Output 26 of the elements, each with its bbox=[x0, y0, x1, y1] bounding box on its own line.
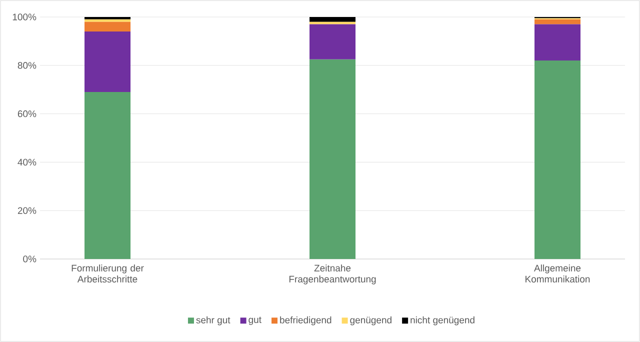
legend-label: genügend bbox=[350, 316, 392, 326]
legend-label: nicht genügend bbox=[410, 316, 474, 326]
y-tick-label: 60% bbox=[18, 110, 36, 118]
bar bbox=[310, 59, 356, 259]
bar bbox=[84, 19, 131, 22]
legend-label: sehr gut bbox=[196, 316, 230, 326]
legend-label: gut bbox=[248, 316, 262, 325]
legend-label: befriedigend bbox=[280, 316, 332, 326]
x-tick-label: Zeitnahe Fragenbeantwortung bbox=[289, 264, 376, 284]
bar bbox=[310, 22, 356, 24]
bar bbox=[310, 16, 356, 22]
y-tick-label: 80% bbox=[18, 62, 36, 69]
y-tick-label: 20% bbox=[18, 207, 36, 214]
bar bbox=[84, 32, 131, 92]
bar bbox=[84, 16, 131, 20]
bar bbox=[534, 24, 580, 61]
x-tick-label: Allgemeine Kommunikation bbox=[526, 264, 590, 282]
bar bbox=[534, 19, 580, 24]
bar bbox=[84, 92, 131, 259]
y-tick-label: 100% bbox=[12, 14, 36, 20]
x-tick-label: Formulierung der Arbeitsschritte bbox=[72, 264, 144, 282]
bar bbox=[534, 60, 580, 259]
y-tick-label: 0% bbox=[23, 256, 36, 262]
bar bbox=[84, 22, 131, 32]
y-tick-label: 40% bbox=[18, 158, 36, 166]
bar bbox=[310, 24, 356, 60]
